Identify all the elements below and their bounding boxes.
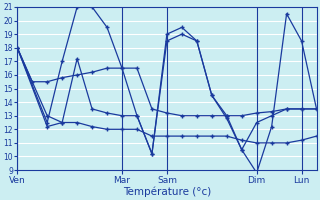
X-axis label: Température (°c): Température (°c)	[123, 186, 211, 197]
